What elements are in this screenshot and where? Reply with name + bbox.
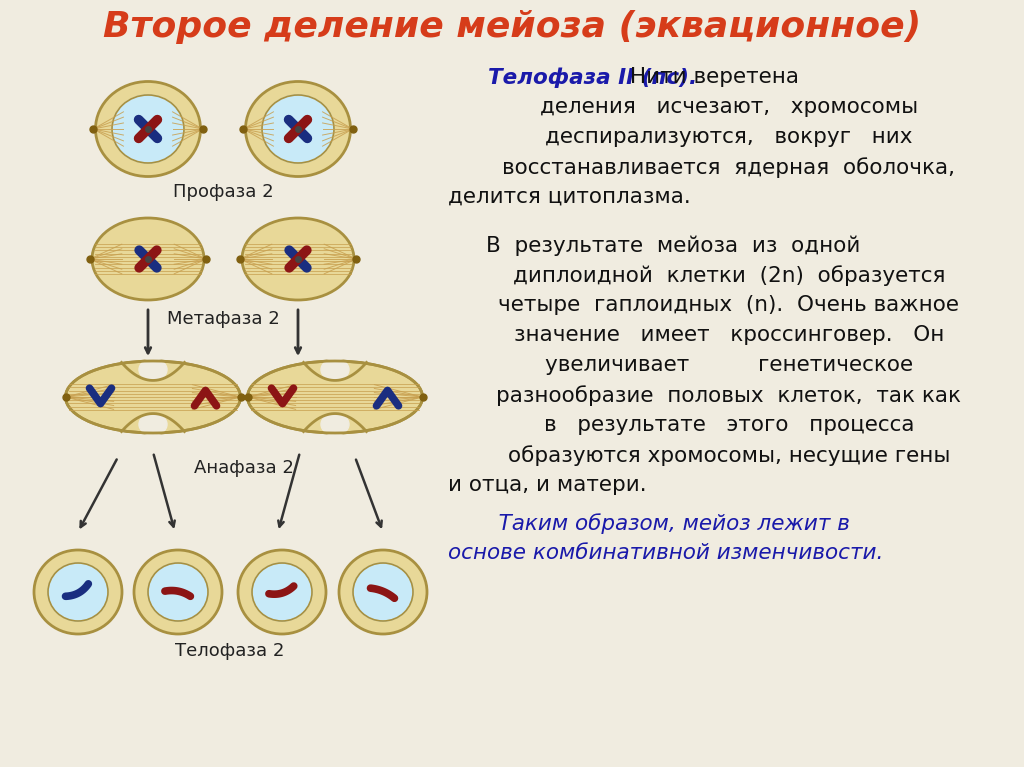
Text: образуются хромосомы, несущие гены: образуются хромосомы, несущие гены	[508, 445, 950, 466]
Text: Анафаза 2: Анафаза 2	[195, 459, 294, 477]
Text: Телофаза II (пс).: Телофаза II (пс).	[488, 67, 705, 87]
Ellipse shape	[139, 359, 167, 380]
Text: разнообразие  половых  клеток,  так как: разнообразие половых клеток, так как	[497, 385, 962, 406]
Text: Телофаза 2: Телофаза 2	[175, 642, 285, 660]
Ellipse shape	[112, 95, 184, 163]
Text: деспирализуются,   вокруг   них: деспирализуются, вокруг них	[545, 127, 912, 147]
Text: делится цитоплазма.: делится цитоплазма.	[449, 187, 691, 207]
Ellipse shape	[353, 563, 413, 621]
Text: в   результате   этого   процесса: в результате этого процесса	[544, 415, 914, 435]
Text: четыре  гаплоидных  (n).  Очень важное: четыре гаплоидных (n). Очень важное	[499, 295, 959, 315]
Ellipse shape	[66, 361, 241, 433]
Ellipse shape	[48, 563, 108, 621]
Ellipse shape	[321, 359, 349, 380]
Text: восстанавливается  ядерная  оболочка,: восстанавливается ядерная оболочка,	[503, 157, 955, 178]
Ellipse shape	[148, 563, 208, 621]
Ellipse shape	[262, 95, 334, 163]
Text: основе комбинативной изменчивости.: основе комбинативной изменчивости.	[449, 543, 884, 563]
Ellipse shape	[34, 550, 122, 634]
Ellipse shape	[95, 81, 201, 176]
Text: Таким образом, мейоз лежит в: Таким образом, мейоз лежит в	[478, 513, 850, 534]
Ellipse shape	[92, 218, 204, 300]
Text: Профаза 2: Профаза 2	[173, 183, 273, 201]
Text: Нити веретена: Нити веретена	[623, 67, 799, 87]
Text: диплоидной  клетки  (2n)  образуется: диплоидной клетки (2n) образуется	[513, 265, 945, 286]
Text: Второе деление мейоза (эквационное): Второе деление мейоза (эквационное)	[103, 10, 921, 44]
Ellipse shape	[246, 81, 350, 176]
Ellipse shape	[248, 361, 423, 433]
Ellipse shape	[252, 563, 312, 621]
Ellipse shape	[139, 413, 167, 436]
Text: Метафаза 2: Метафаза 2	[167, 310, 280, 328]
Text: увеличивает          генетическое: увеличивает генетическое	[545, 355, 913, 375]
Ellipse shape	[339, 550, 427, 634]
Ellipse shape	[242, 218, 354, 300]
Ellipse shape	[321, 413, 349, 436]
Text: и отца, и матери.: и отца, и матери.	[449, 475, 646, 495]
Text: деления   исчезают,   хромосомы: деления исчезают, хромосомы	[540, 97, 919, 117]
Text: значение   имеет   кроссинговер.   Он: значение имеет кроссинговер. Он	[514, 325, 944, 345]
Ellipse shape	[134, 550, 222, 634]
Text: В  результате  мейоза  из  одной: В результате мейоза из одной	[486, 235, 860, 255]
Ellipse shape	[238, 550, 326, 634]
